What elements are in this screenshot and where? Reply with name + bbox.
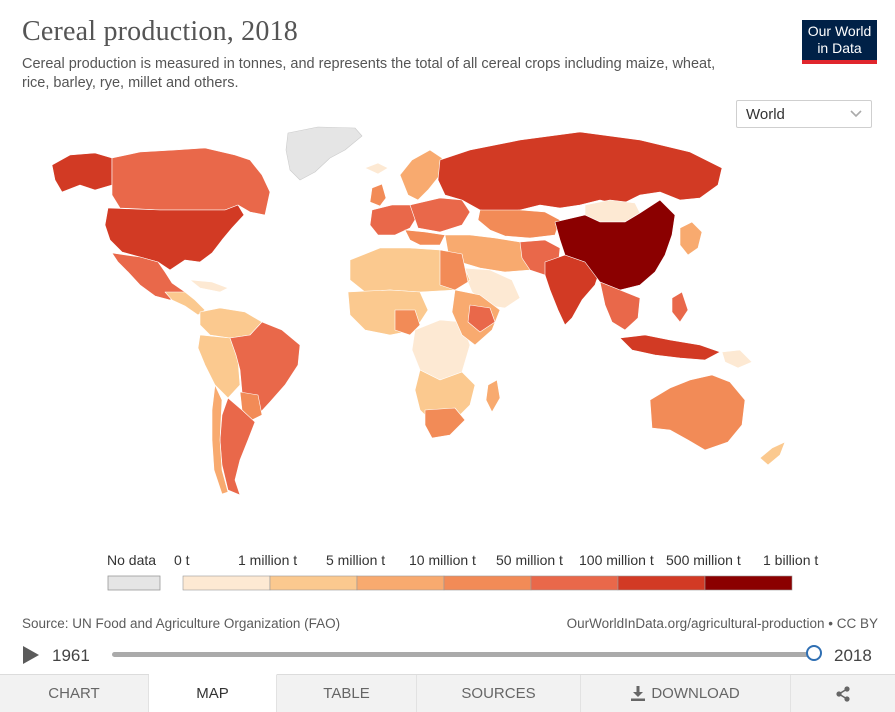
share-button[interactable] xyxy=(791,675,895,712)
country-canada[interactable] xyxy=(111,147,271,216)
region-uk-ireland[interactable] xyxy=(369,183,387,207)
legend-swatch-4[interactable] xyxy=(530,575,619,591)
legend-tick-label: 50 million t xyxy=(496,552,563,568)
legend-swatch-6[interactable] xyxy=(704,575,793,591)
legend-tick-label: 1 million t xyxy=(238,552,298,568)
legend-tick-label: 10 million t xyxy=(409,552,476,568)
share-icon xyxy=(836,685,850,702)
legend-swatch-no-data[interactable] xyxy=(107,575,161,591)
logo-line-2: in Data xyxy=(817,40,862,56)
region-caribbean[interactable] xyxy=(189,279,229,293)
country-greenland[interactable] xyxy=(285,126,363,181)
download-icon xyxy=(631,686,646,701)
region-eastern-europe[interactable] xyxy=(409,197,471,233)
region-central-america[interactable] xyxy=(164,291,206,316)
legend-bar xyxy=(107,575,793,591)
country-ethiopia[interactable] xyxy=(467,304,496,333)
source-note[interactable]: Source: UN Food and Agriculture Organiza… xyxy=(22,616,341,631)
tab-label: Sources xyxy=(461,685,536,702)
legend-swatch-3[interactable] xyxy=(443,575,532,591)
country-madagascar[interactable] xyxy=(485,379,501,413)
tab-map[interactable]: Map xyxy=(149,674,277,712)
timeline-end-year: 2018 xyxy=(834,646,872,665)
legend-tick-label: 500 million t xyxy=(666,552,741,568)
legend-swatch-2[interactable] xyxy=(356,575,445,591)
country-china[interactable] xyxy=(554,199,676,291)
timeline: 1961 2018 xyxy=(0,640,895,670)
source-url[interactable]: OurWorldInData.org/agricultural-producti… xyxy=(566,616,878,631)
region-western-europe[interactable] xyxy=(369,204,419,236)
play-icon[interactable] xyxy=(22,645,40,665)
timeline-handle[interactable] xyxy=(806,645,822,661)
country-chile[interactable] xyxy=(211,384,229,495)
region-southeast-asia[interactable] xyxy=(599,281,641,331)
region-maritime-southeast-asia[interactable] xyxy=(619,334,721,361)
legend-swatch-5[interactable] xyxy=(617,575,706,591)
region-korea-japan[interactable] xyxy=(679,221,703,256)
region-selector[interactable]: World xyxy=(736,100,872,128)
tab-download[interactable]: Download xyxy=(581,675,791,712)
country-usa[interactable] xyxy=(104,204,245,271)
logo-line-1: Our World xyxy=(807,23,872,39)
country-iceland[interactable] xyxy=(364,162,389,175)
timeline-start-year: 1961 xyxy=(52,646,90,665)
tab-chart[interactable]: Chart xyxy=(0,675,149,712)
chart-title: Cereal production, 2018 xyxy=(22,16,298,47)
tab-label: Chart xyxy=(48,685,100,702)
tab-sources[interactable]: Sources xyxy=(417,675,581,712)
legend-tick-label: 0 t xyxy=(174,552,190,568)
country-usa-alaska[interactable] xyxy=(51,152,113,193)
legend-tick-label: 5 million t xyxy=(326,552,386,568)
country-russia[interactable] xyxy=(437,131,723,213)
country-australia[interactable] xyxy=(649,374,746,451)
timeline-track[interactable] xyxy=(112,652,815,657)
world-map xyxy=(51,126,786,496)
owid-logo[interactable]: Our World in Data xyxy=(802,20,877,64)
country-new-zealand[interactable] xyxy=(759,441,786,466)
country-kazakhstan[interactable] xyxy=(477,209,561,239)
legend-tick-label: 1 billion t xyxy=(763,552,819,568)
region-selector-value: World xyxy=(746,106,785,123)
legend-swatch-1[interactable] xyxy=(269,575,358,591)
country-south-africa[interactable] xyxy=(424,407,466,439)
legend-swatch-0[interactable] xyxy=(182,575,271,591)
chart-subtitle: Cereal production is measured in tonnes,… xyxy=(22,56,716,91)
chevron-down-icon xyxy=(850,110,862,118)
region-southern-europe[interactable] xyxy=(404,229,446,246)
tab-label: Map xyxy=(196,685,229,702)
tab-label: Table xyxy=(323,685,370,702)
country-papua-new-guinea[interactable] xyxy=(721,349,753,369)
country-brazil[interactable] xyxy=(229,321,301,416)
tab-bar: Chart Map Table Sources Download xyxy=(0,674,895,712)
tab-table[interactable]: Table xyxy=(277,675,417,712)
country-egypt[interactable] xyxy=(439,249,469,291)
tab-label: Download xyxy=(651,685,740,702)
region-scandinavia[interactable] xyxy=(399,149,443,201)
country-philippines[interactable] xyxy=(671,291,689,323)
legend-tick-label: 100 million t xyxy=(579,552,654,568)
legend-no-data-label: No data xyxy=(107,552,157,568)
